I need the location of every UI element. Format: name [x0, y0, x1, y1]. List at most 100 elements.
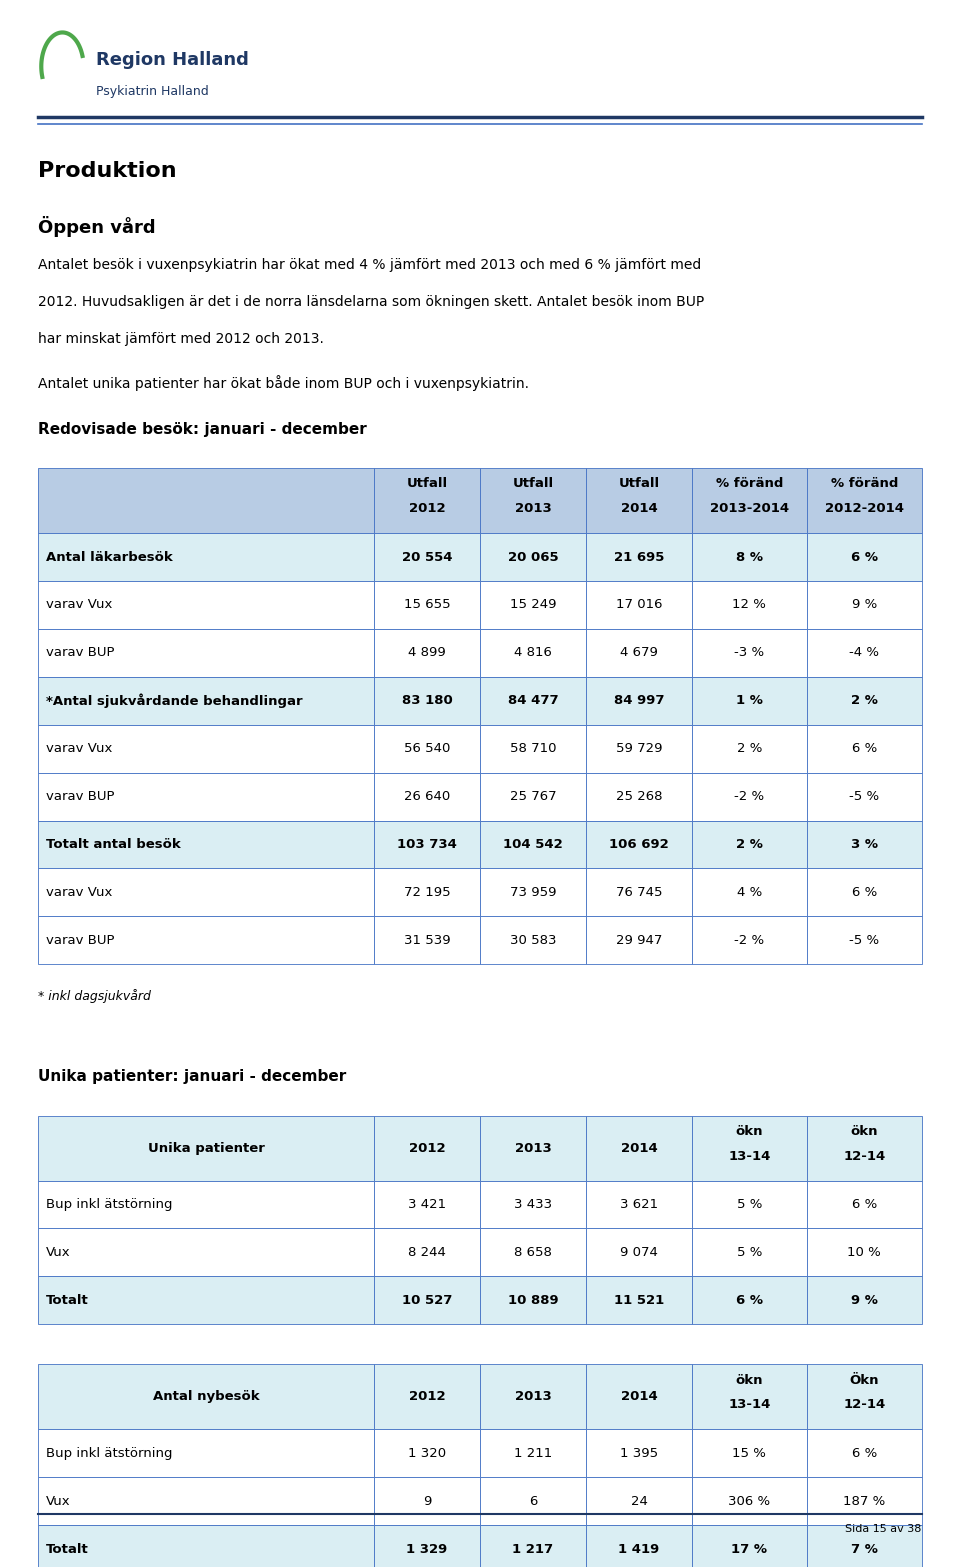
- Text: 6 %: 6 %: [736, 1294, 763, 1307]
- FancyBboxPatch shape: [692, 469, 806, 533]
- Text: 1 %: 1 %: [736, 694, 763, 707]
- FancyBboxPatch shape: [586, 533, 692, 581]
- Text: ökn: ökn: [735, 1125, 763, 1138]
- Text: 4 816: 4 816: [514, 646, 552, 660]
- FancyBboxPatch shape: [374, 724, 480, 773]
- Text: 2 %: 2 %: [736, 838, 763, 851]
- Text: -2 %: -2 %: [734, 790, 764, 804]
- FancyBboxPatch shape: [374, 1180, 480, 1229]
- Text: 24: 24: [631, 1495, 647, 1507]
- FancyBboxPatch shape: [374, 533, 480, 581]
- Text: 11 521: 11 521: [613, 1294, 664, 1307]
- Text: 9: 9: [422, 1495, 431, 1507]
- FancyBboxPatch shape: [692, 1116, 806, 1180]
- FancyBboxPatch shape: [586, 469, 692, 533]
- FancyBboxPatch shape: [692, 628, 806, 677]
- Text: 56 540: 56 540: [404, 743, 450, 755]
- FancyBboxPatch shape: [586, 581, 692, 628]
- FancyBboxPatch shape: [38, 677, 374, 724]
- Text: 306 %: 306 %: [729, 1495, 771, 1507]
- Text: 4 899: 4 899: [408, 646, 445, 660]
- FancyBboxPatch shape: [806, 581, 922, 628]
- Text: 72 195: 72 195: [404, 885, 450, 899]
- Text: 8 244: 8 244: [408, 1246, 446, 1258]
- Text: 2012: 2012: [409, 1142, 445, 1155]
- FancyBboxPatch shape: [806, 1229, 922, 1277]
- FancyBboxPatch shape: [480, 533, 586, 581]
- FancyBboxPatch shape: [38, 724, 374, 773]
- FancyBboxPatch shape: [374, 1116, 480, 1180]
- Text: 2013: 2013: [515, 1142, 551, 1155]
- Text: *Antal sjukvårdande behandlingar: *Antal sjukvårdande behandlingar: [46, 694, 302, 708]
- FancyBboxPatch shape: [692, 1229, 806, 1277]
- FancyBboxPatch shape: [38, 821, 374, 868]
- FancyBboxPatch shape: [806, 677, 922, 724]
- Text: 6 %: 6 %: [852, 743, 876, 755]
- FancyBboxPatch shape: [374, 773, 480, 821]
- FancyBboxPatch shape: [374, 1365, 480, 1429]
- Text: 103 734: 103 734: [397, 838, 457, 851]
- FancyBboxPatch shape: [480, 628, 586, 677]
- FancyBboxPatch shape: [480, 677, 586, 724]
- Text: 2014: 2014: [620, 501, 658, 516]
- Text: 1 211: 1 211: [514, 1446, 552, 1460]
- Text: 13-14: 13-14: [729, 1150, 771, 1163]
- FancyBboxPatch shape: [480, 469, 586, 533]
- Text: -4 %: -4 %: [850, 646, 879, 660]
- Text: 6 %: 6 %: [852, 885, 876, 899]
- Text: 2012. Huvudsakligen är det i de norra länsdelarna som ökningen skett. Antalet be: 2012. Huvudsakligen är det i de norra lä…: [38, 295, 705, 309]
- FancyBboxPatch shape: [586, 1429, 692, 1478]
- FancyBboxPatch shape: [374, 677, 480, 724]
- Text: 25 268: 25 268: [615, 790, 662, 804]
- Text: Bup inkl ätstörning: Bup inkl ätstörning: [46, 1446, 173, 1460]
- FancyBboxPatch shape: [692, 868, 806, 917]
- Text: ökn: ökn: [851, 1125, 878, 1138]
- Text: 6: 6: [529, 1495, 538, 1507]
- FancyBboxPatch shape: [806, 917, 922, 964]
- Text: 10 527: 10 527: [402, 1294, 452, 1307]
- Text: 17 016: 17 016: [615, 599, 662, 611]
- FancyBboxPatch shape: [692, 724, 806, 773]
- Text: 1 395: 1 395: [620, 1446, 658, 1460]
- Text: Produktion: Produktion: [38, 161, 177, 180]
- FancyBboxPatch shape: [692, 1277, 806, 1324]
- FancyBboxPatch shape: [806, 628, 922, 677]
- Text: varav Vux: varav Vux: [46, 599, 112, 611]
- Text: Ökn: Ökn: [850, 1374, 879, 1387]
- Text: 76 745: 76 745: [615, 885, 662, 899]
- FancyBboxPatch shape: [586, 628, 692, 677]
- Text: 106 692: 106 692: [609, 838, 669, 851]
- Text: 9 %: 9 %: [851, 1294, 877, 1307]
- FancyBboxPatch shape: [374, 917, 480, 964]
- Text: 3 421: 3 421: [408, 1199, 446, 1211]
- FancyBboxPatch shape: [480, 1478, 586, 1525]
- FancyBboxPatch shape: [480, 1365, 586, 1429]
- FancyBboxPatch shape: [374, 1478, 480, 1525]
- Text: 5 %: 5 %: [736, 1246, 762, 1258]
- Text: varav Vux: varav Vux: [46, 743, 112, 755]
- FancyBboxPatch shape: [480, 581, 586, 628]
- FancyBboxPatch shape: [586, 1277, 692, 1324]
- Text: 1 419: 1 419: [618, 1542, 660, 1556]
- Text: 3 %: 3 %: [851, 838, 877, 851]
- FancyBboxPatch shape: [480, 821, 586, 868]
- FancyBboxPatch shape: [806, 1180, 922, 1229]
- Text: 1 320: 1 320: [408, 1446, 446, 1460]
- FancyBboxPatch shape: [806, 773, 922, 821]
- FancyBboxPatch shape: [480, 1525, 586, 1567]
- Text: Antal nybesök: Antal nybesök: [153, 1390, 259, 1404]
- Text: Psykiatrin Halland: Psykiatrin Halland: [96, 85, 208, 99]
- Text: 26 640: 26 640: [404, 790, 450, 804]
- Text: -5 %: -5 %: [850, 934, 879, 946]
- Text: Totalt: Totalt: [46, 1294, 89, 1307]
- Text: Utfall: Utfall: [513, 478, 554, 490]
- FancyBboxPatch shape: [38, 773, 374, 821]
- Text: 59 729: 59 729: [615, 743, 662, 755]
- Text: 15 655: 15 655: [404, 599, 450, 611]
- FancyBboxPatch shape: [692, 1180, 806, 1229]
- Text: Antalet besök i vuxenpsykiatrin har ökat med 4 % jämfört med 2013 och med 6 % jä: Antalet besök i vuxenpsykiatrin har ökat…: [38, 259, 702, 273]
- FancyBboxPatch shape: [374, 868, 480, 917]
- FancyBboxPatch shape: [374, 628, 480, 677]
- Text: 84 477: 84 477: [508, 694, 559, 707]
- Text: Öppen vård: Öppen vård: [38, 216, 156, 237]
